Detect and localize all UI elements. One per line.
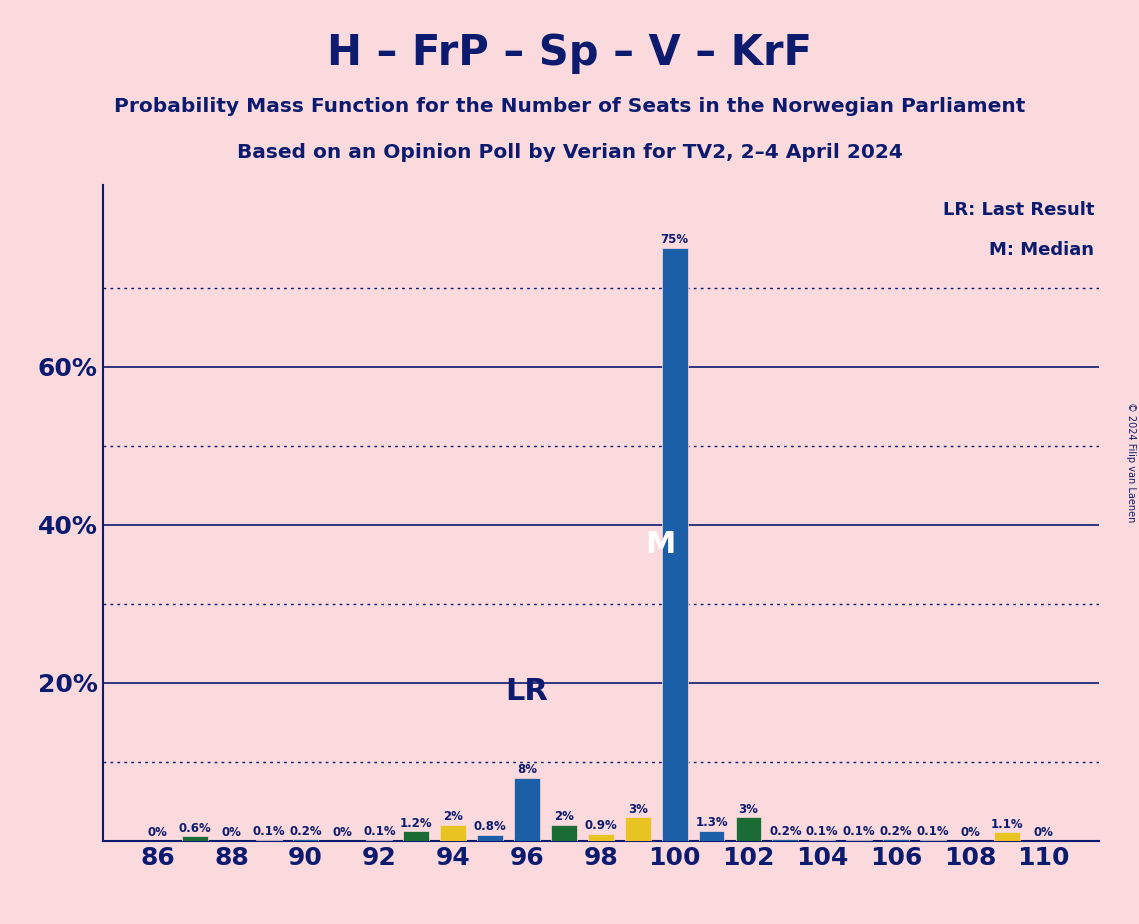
Bar <box>403 832 429 841</box>
Bar <box>551 825 576 841</box>
Text: 0.1%: 0.1% <box>806 825 838 838</box>
Text: 0.2%: 0.2% <box>289 825 322 838</box>
Text: 8%: 8% <box>517 763 536 776</box>
Bar <box>514 778 540 841</box>
Text: 75%: 75% <box>661 234 689 247</box>
Text: M: Median: M: Median <box>989 240 1095 259</box>
Text: H – FrP – Sp – V – KrF: H – FrP – Sp – V – KrF <box>327 32 812 74</box>
Text: Probability Mass Function for the Number of Seats in the Norwegian Parliament: Probability Mass Function for the Number… <box>114 97 1025 116</box>
Bar <box>772 839 798 841</box>
Bar <box>883 839 909 841</box>
Bar <box>477 834 503 841</box>
Bar <box>662 248 688 841</box>
Text: M: M <box>646 530 675 559</box>
Text: 0%: 0% <box>1034 826 1054 839</box>
Bar <box>293 839 319 841</box>
Text: Based on an Opinion Poll by Verian for TV2, 2–4 April 2024: Based on an Opinion Poll by Verian for T… <box>237 143 902 163</box>
Text: 0.1%: 0.1% <box>843 825 876 838</box>
Text: 3%: 3% <box>628 803 648 816</box>
Text: 0.1%: 0.1% <box>363 825 395 838</box>
Text: 2%: 2% <box>443 810 464 823</box>
Text: 3%: 3% <box>738 803 759 816</box>
Text: 1.3%: 1.3% <box>695 816 728 829</box>
Text: 0.1%: 0.1% <box>253 825 285 838</box>
Bar <box>625 817 650 841</box>
Text: 0%: 0% <box>333 826 352 839</box>
Text: LR: LR <box>506 677 549 707</box>
Text: 0.1%: 0.1% <box>917 825 949 838</box>
Text: 1.2%: 1.2% <box>400 817 433 830</box>
Text: 0.6%: 0.6% <box>179 821 211 834</box>
Text: 0%: 0% <box>960 826 980 839</box>
Text: 0%: 0% <box>148 826 167 839</box>
Text: 1.1%: 1.1% <box>991 818 1023 831</box>
Text: 0.8%: 0.8% <box>474 820 507 833</box>
Bar <box>698 831 724 841</box>
Text: 0.9%: 0.9% <box>584 820 617 833</box>
Bar <box>588 833 614 841</box>
Bar <box>994 833 1019 841</box>
Text: 0.2%: 0.2% <box>769 825 802 838</box>
Text: 0.2%: 0.2% <box>879 825 912 838</box>
Text: LR: Last Result: LR: Last Result <box>943 201 1095 219</box>
Text: 2%: 2% <box>554 810 574 823</box>
Text: © 2024 Filip van Laenen: © 2024 Filip van Laenen <box>1126 402 1136 522</box>
Bar <box>182 836 207 841</box>
Bar <box>736 817 761 841</box>
Bar <box>441 825 466 841</box>
Text: 0%: 0% <box>222 826 241 839</box>
